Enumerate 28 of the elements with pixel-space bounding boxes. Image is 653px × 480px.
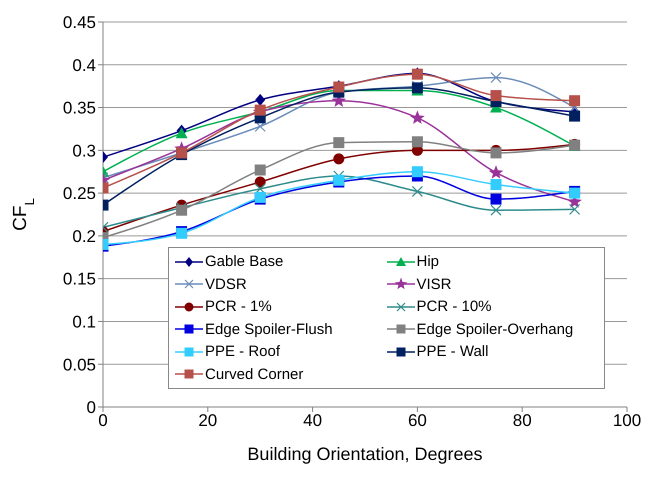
y-tick-label: 0.1 (72, 312, 96, 332)
y-tick-label: 0.4 (72, 56, 96, 75)
legend-label: PPE - Roof (205, 343, 280, 360)
y-tick-label: 0 (86, 398, 96, 418)
y-tick-label: 0.35 (62, 98, 96, 118)
legend-label: Edge Spoiler-Flush (205, 320, 333, 338)
y-tick-label: 0.15 (62, 270, 96, 289)
legend-label: Edge Spoiler-Overhang (416, 320, 574, 338)
legend-label: PPE - Wall (416, 343, 488, 360)
x-tick-label: 80 (512, 411, 532, 430)
legend-label: Curved Corner (205, 366, 304, 383)
x-tick-label: 0 (98, 411, 108, 430)
legend-label: Hip (416, 253, 440, 270)
x-tick-label: 60 (408, 411, 427, 430)
x-tick-label: 40 (303, 411, 322, 430)
y-tick-label: 0.2 (72, 226, 96, 246)
y-tick-label: 0.25 (62, 184, 96, 204)
legend-label: PCR - 1% (205, 298, 272, 316)
y-tick-label: 0.3 (72, 141, 96, 160)
legend-label: PCR - 10% (416, 298, 492, 316)
y-tick-label: 0.05 (62, 355, 96, 374)
x-axis-title: Building Orientation, Degrees (247, 444, 483, 464)
x-tick-label: 100 (612, 411, 642, 430)
y-tick-label: 0.45 (62, 13, 96, 32)
x-tick-label: 20 (198, 411, 218, 430)
legend-label: VDSR (205, 276, 247, 293)
legend-label: Gable Base (205, 253, 284, 270)
legend-label: VISR (416, 276, 452, 293)
